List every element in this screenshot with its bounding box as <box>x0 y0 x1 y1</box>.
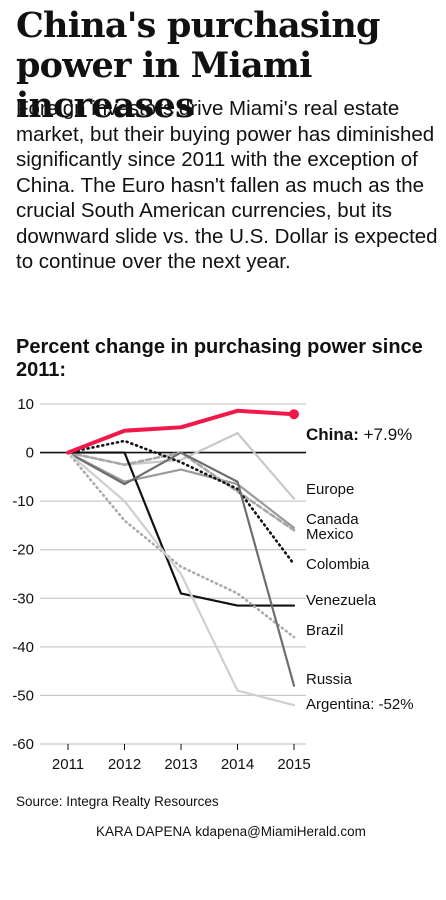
series-line-colombia <box>66 439 296 566</box>
x-tick-label: 2013 <box>164 756 197 773</box>
y-tick-label: -60 <box>12 736 34 753</box>
series-lines <box>66 408 299 707</box>
series-marker-china <box>289 409 299 420</box>
series-label-europe: Europe <box>306 481 354 498</box>
intro-text: Foreign investors drive Miami's real est… <box>16 97 438 273</box>
series-line-china <box>66 408 296 455</box>
x-tick-label: 2014 <box>221 756 254 773</box>
series-label-argentina: Argentina: -52% <box>306 696 414 713</box>
series-line-mexico <box>66 451 296 532</box>
y-tick-label: 0 <box>26 445 34 462</box>
y-tick-label: -10 <box>12 493 34 510</box>
headline: China's purchasing power in Miami increa… <box>16 5 380 126</box>
y-tick-label: -40 <box>12 639 34 656</box>
series-label-china: China: +7.9% <box>306 425 412 444</box>
y-tick-labels: 10 0 -10 -20 -30 -40 -50 -60 <box>12 396 34 753</box>
series-line-venezuela <box>66 451 296 607</box>
series-line-russia <box>66 451 296 687</box>
series-label-mexico: Mexico <box>306 526 354 543</box>
chart-title: Percent change in purchasing power since… <box>16 336 423 381</box>
series-line-argentina <box>66 451 296 707</box>
series-label-russia: Russia <box>306 671 353 688</box>
y-tick-label: -30 <box>12 590 34 607</box>
series-label-colombia: Colombia <box>306 556 370 573</box>
x-tick-label: 2015 <box>277 756 310 773</box>
x-tick-labels: 2011 2012 2013 2014 2015 <box>52 744 311 773</box>
credit-line: KARA DAPENA kdapena@MiamiHerald.com <box>96 824 366 839</box>
y-tick-label: 10 <box>17 396 34 413</box>
series-label-venezuela: Venezuela <box>306 592 377 609</box>
series-line-canada <box>66 451 296 529</box>
series-line-europe <box>66 432 296 500</box>
series-line-brazil <box>66 451 296 639</box>
x-tick-label: 2011 <box>52 756 84 773</box>
series-label-canada: Canada <box>306 511 359 528</box>
series-label-brazil: Brazil <box>306 622 344 639</box>
source-note: Source: Integra Realty Resources <box>16 794 219 809</box>
credit-email: kdapena@MiamiHerald.com <box>195 824 366 839</box>
x-tick-label: 2012 <box>108 756 141 773</box>
credit-name: KARA DAPENA <box>96 824 192 839</box>
y-tick-label: -50 <box>12 687 34 704</box>
line-chart: 100-10-20-30-40-50-60 2011 2012 2013 2014 20… <box>12 396 414 773</box>
y-tick-label: -20 <box>12 542 34 559</box>
